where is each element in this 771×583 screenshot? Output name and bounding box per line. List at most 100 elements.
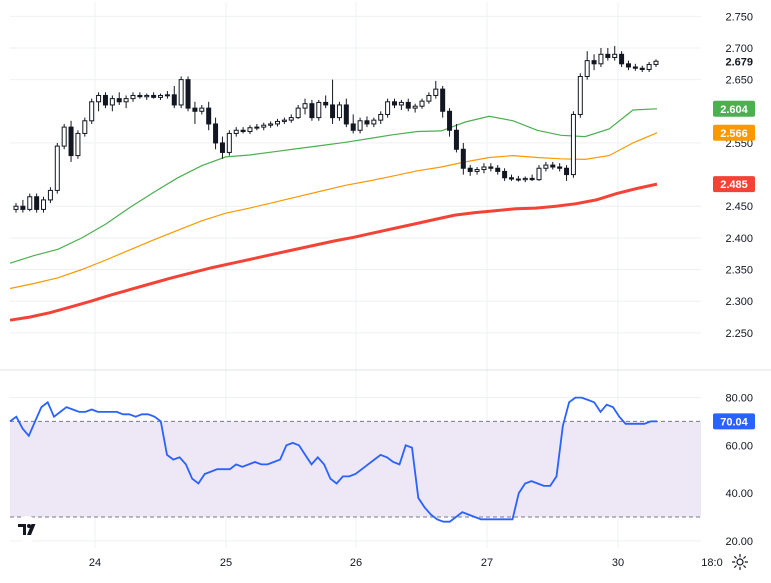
candle-down	[605, 53, 611, 58]
candle-up	[612, 53, 618, 58]
candle-up	[247, 127, 253, 133]
price-badge-label: 2.485	[720, 179, 748, 191]
candle-up	[378, 113, 384, 121]
rsi-tick-label: 80.00	[725, 393, 753, 405]
candle-down	[68, 126, 74, 157]
moving-average-lines	[9, 108, 658, 322]
candle-up	[419, 100, 425, 107]
candle-up	[371, 119, 377, 125]
candle-down	[34, 196, 40, 210]
price-badge	[713, 100, 755, 117]
candle-up	[302, 103, 308, 109]
candle-up	[123, 98, 129, 103]
candle-up	[584, 60, 590, 77]
candle-up	[261, 124, 267, 128]
candle-down	[192, 107, 198, 112]
candle-up	[433, 88, 439, 96]
moving-average-line	[9, 108, 658, 264]
candle-down	[137, 94, 143, 98]
price-tick-label: 2.700	[725, 43, 753, 55]
candle-up	[199, 107, 205, 112]
candle-up	[164, 94, 170, 97]
candle-up	[178, 79, 184, 106]
rsi-band	[10, 421, 701, 517]
candle-up	[288, 117, 294, 121]
candle-up	[144, 94, 150, 98]
candle-down	[557, 166, 563, 169]
moving-average-line	[9, 182, 658, 322]
candle-up	[13, 205, 19, 210]
candle-up	[385, 101, 391, 115]
rsi-line	[9, 396, 658, 523]
candle-down	[619, 53, 625, 65]
candle-up	[281, 119, 287, 122]
candle-down	[467, 167, 473, 172]
rsi-badge-label: 70.04	[720, 416, 748, 428]
candle-down	[102, 94, 108, 106]
candle-up	[522, 177, 528, 181]
candle-down	[529, 177, 535, 181]
candle-down	[20, 205, 26, 210]
candle-down	[116, 98, 122, 103]
candle-up	[426, 94, 432, 102]
candle-up	[598, 53, 604, 65]
candle-down	[550, 164, 556, 168]
candle-down	[502, 170, 508, 179]
rsi-badge	[713, 413, 755, 430]
candle-down	[343, 104, 349, 125]
time-tick-label: 25	[220, 557, 232, 569]
candle-up	[61, 126, 67, 147]
tradingview-logo-icon[interactable]	[14, 516, 40, 542]
candle-up	[82, 120, 88, 134]
price-tick-label: 2.550	[725, 138, 753, 150]
candle-down	[447, 110, 453, 131]
candle-up	[316, 101, 322, 119]
price-tick-label: 2.450	[725, 201, 753, 213]
price-tick-label: 2.400	[725, 233, 753, 245]
candle-up	[233, 129, 239, 134]
gear-icon[interactable]	[731, 553, 749, 571]
candle-up	[336, 104, 342, 119]
rsi-tick-label: 20.00	[725, 536, 753, 548]
candle-up	[481, 166, 487, 171]
candle-down	[632, 66, 638, 69]
candle-down	[625, 63, 631, 68]
candle-down	[171, 94, 177, 106]
candle-down	[591, 60, 597, 65]
price-badge-label: 2.566	[720, 128, 748, 140]
time-tick-label: 24	[89, 557, 101, 569]
candle-down	[213, 123, 219, 144]
candle-up	[109, 98, 115, 106]
candle-down	[488, 166, 494, 169]
price-tick-label: 2.750	[725, 11, 753, 23]
candle-up	[474, 169, 480, 172]
price-badge	[713, 176, 755, 193]
rsi-tick-label: 40.00	[725, 488, 753, 500]
candle-down	[460, 148, 466, 169]
candle-up	[89, 101, 95, 122]
candle-up	[357, 120, 363, 131]
candle-down	[515, 178, 521, 181]
candle-down	[453, 129, 459, 150]
price-tick-label: 2.350	[725, 265, 753, 277]
candle-up	[653, 60, 659, 65]
candle-up	[226, 132, 232, 153]
time-tick-label: 27	[481, 557, 493, 569]
candle-down	[323, 101, 329, 106]
candle-down	[350, 123, 356, 131]
candle-down	[564, 167, 570, 176]
candle-up	[646, 63, 652, 71]
price-tick-label: 2.650	[725, 75, 753, 87]
price-badge-label: 2.604	[720, 104, 748, 116]
candle-up	[275, 120, 281, 125]
candle-up	[398, 101, 404, 106]
candle-down	[151, 94, 157, 98]
rsi-tick-label: 60.00	[725, 440, 753, 452]
candle-up	[41, 199, 47, 210]
candle-down	[508, 177, 514, 180]
price-badges: 2.604 2.566 2.485 2.679 70.04	[713, 56, 755, 430]
candle-up	[570, 113, 576, 176]
candle-down	[185, 79, 191, 109]
candle-up	[47, 189, 53, 201]
